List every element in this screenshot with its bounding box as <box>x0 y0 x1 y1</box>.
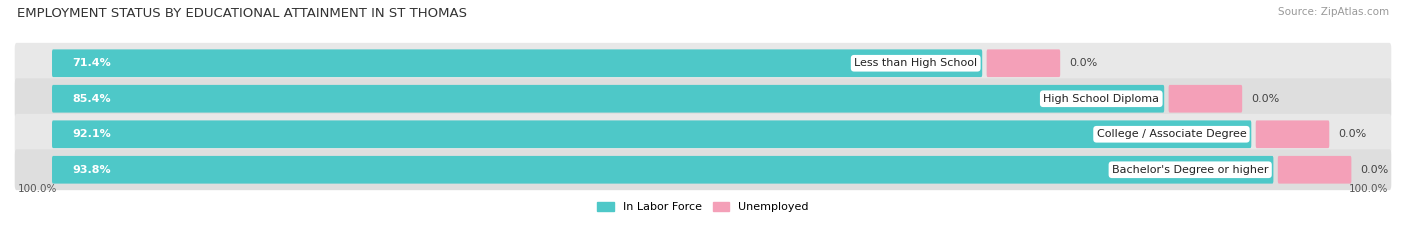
FancyBboxPatch shape <box>14 43 1392 84</box>
Text: Bachelor's Degree or higher: Bachelor's Degree or higher <box>1112 165 1268 175</box>
Text: EMPLOYMENT STATUS BY EDUCATIONAL ATTAINMENT IN ST THOMAS: EMPLOYMENT STATUS BY EDUCATIONAL ATTAINM… <box>17 7 467 20</box>
FancyBboxPatch shape <box>14 149 1392 190</box>
Text: 100.0%: 100.0% <box>18 184 58 194</box>
Text: College / Associate Degree: College / Associate Degree <box>1097 129 1246 139</box>
FancyBboxPatch shape <box>987 49 1060 77</box>
Text: 71.4%: 71.4% <box>73 58 111 68</box>
FancyBboxPatch shape <box>1168 85 1241 113</box>
FancyBboxPatch shape <box>14 114 1392 155</box>
FancyBboxPatch shape <box>14 78 1392 119</box>
Text: 0.0%: 0.0% <box>1339 129 1367 139</box>
FancyBboxPatch shape <box>1256 120 1329 148</box>
Text: Less than High School: Less than High School <box>855 58 977 68</box>
Text: Source: ZipAtlas.com: Source: ZipAtlas.com <box>1278 7 1389 17</box>
Text: 85.4%: 85.4% <box>73 94 111 104</box>
FancyBboxPatch shape <box>52 85 1164 113</box>
FancyBboxPatch shape <box>52 120 1251 148</box>
Text: 93.8%: 93.8% <box>73 165 111 175</box>
Legend: In Labor Force, Unemployed: In Labor Force, Unemployed <box>598 202 808 212</box>
Text: High School Diploma: High School Diploma <box>1043 94 1160 104</box>
Text: 0.0%: 0.0% <box>1361 165 1389 175</box>
FancyBboxPatch shape <box>52 49 983 77</box>
FancyBboxPatch shape <box>1278 156 1351 184</box>
Text: 100.0%: 100.0% <box>1348 184 1388 194</box>
Text: 0.0%: 0.0% <box>1251 94 1279 104</box>
FancyBboxPatch shape <box>52 156 1274 184</box>
Text: 0.0%: 0.0% <box>1070 58 1098 68</box>
Text: 92.1%: 92.1% <box>73 129 111 139</box>
